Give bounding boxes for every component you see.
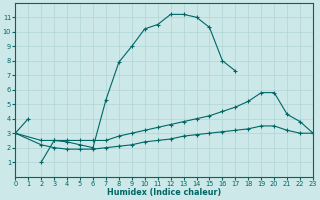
X-axis label: Humidex (Indice chaleur): Humidex (Indice chaleur)	[107, 188, 221, 197]
